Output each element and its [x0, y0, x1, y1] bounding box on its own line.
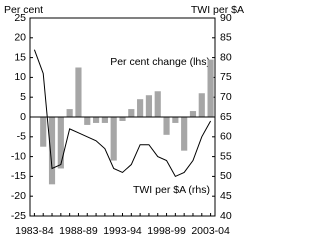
x-tick-label: 1983-84 [15, 225, 54, 237]
chart: Per cent TWI per $A Per cent change (lhs… [4, 4, 244, 237]
y-tick-label: -15 [11, 170, 26, 182]
bar [119, 117, 126, 121]
bar [128, 109, 135, 117]
y-axis-label: Per cent [4, 4, 43, 16]
bar [154, 91, 161, 117]
y2-tick-label: 55 [220, 150, 232, 162]
y-tick-label: 20 [14, 32, 26, 44]
bar [137, 99, 144, 117]
x-tick-label: 2003-04 [191, 225, 230, 237]
y-tick-label: 5 [20, 91, 26, 103]
bar [181, 117, 188, 151]
bar [163, 117, 170, 135]
bar [40, 117, 47, 147]
y2-tick-label: 65 [220, 111, 232, 123]
y2-tick-label: 80 [220, 51, 232, 63]
y2-tick-label: 45 [220, 190, 232, 202]
line [33, 49, 212, 178]
y2-tick-label: 90 [220, 12, 232, 24]
bar [48, 117, 56, 185]
x-tick-label: 1988-89 [59, 225, 98, 237]
y2-tick-label: 75 [220, 71, 232, 83]
bar [207, 59, 214, 117]
bar [75, 67, 82, 117]
y-tick-label: -25 [11, 210, 26, 222]
x-tick-label: 1998-99 [147, 225, 186, 237]
y2-tick-label: 85 [220, 32, 232, 44]
x-tick-label: 1993-94 [103, 225, 142, 237]
bar [84, 117, 91, 125]
y-tick-label: 15 [14, 51, 26, 63]
bar [101, 117, 108, 123]
y-tick-label: -5 [17, 131, 26, 143]
y-tick-label: -20 [11, 190, 26, 202]
y-tick-label: -10 [11, 150, 26, 162]
bar-annotation: Per cent change (lhs) [110, 56, 210, 68]
bar [66, 109, 73, 117]
bar [92, 117, 100, 123]
bar [145, 95, 153, 117]
y-tick-label: 0 [20, 111, 26, 123]
bar [198, 93, 205, 117]
bar [189, 111, 197, 117]
y2-tick-label: 50 [220, 170, 232, 182]
y2-tick-label: 40 [220, 210, 232, 222]
y2-axis-label: TWI per $A [191, 4, 244, 16]
bar [110, 117, 117, 161]
y-tick-label: 25 [14, 12, 26, 24]
bar [172, 117, 179, 123]
y2-tick-label: 60 [220, 131, 232, 143]
y2-tick-label: 70 [220, 91, 232, 103]
y-tick-label: 10 [14, 71, 26, 83]
bar [57, 117, 64, 169]
line-annotation: TWI per $A (rhs) [133, 184, 210, 196]
